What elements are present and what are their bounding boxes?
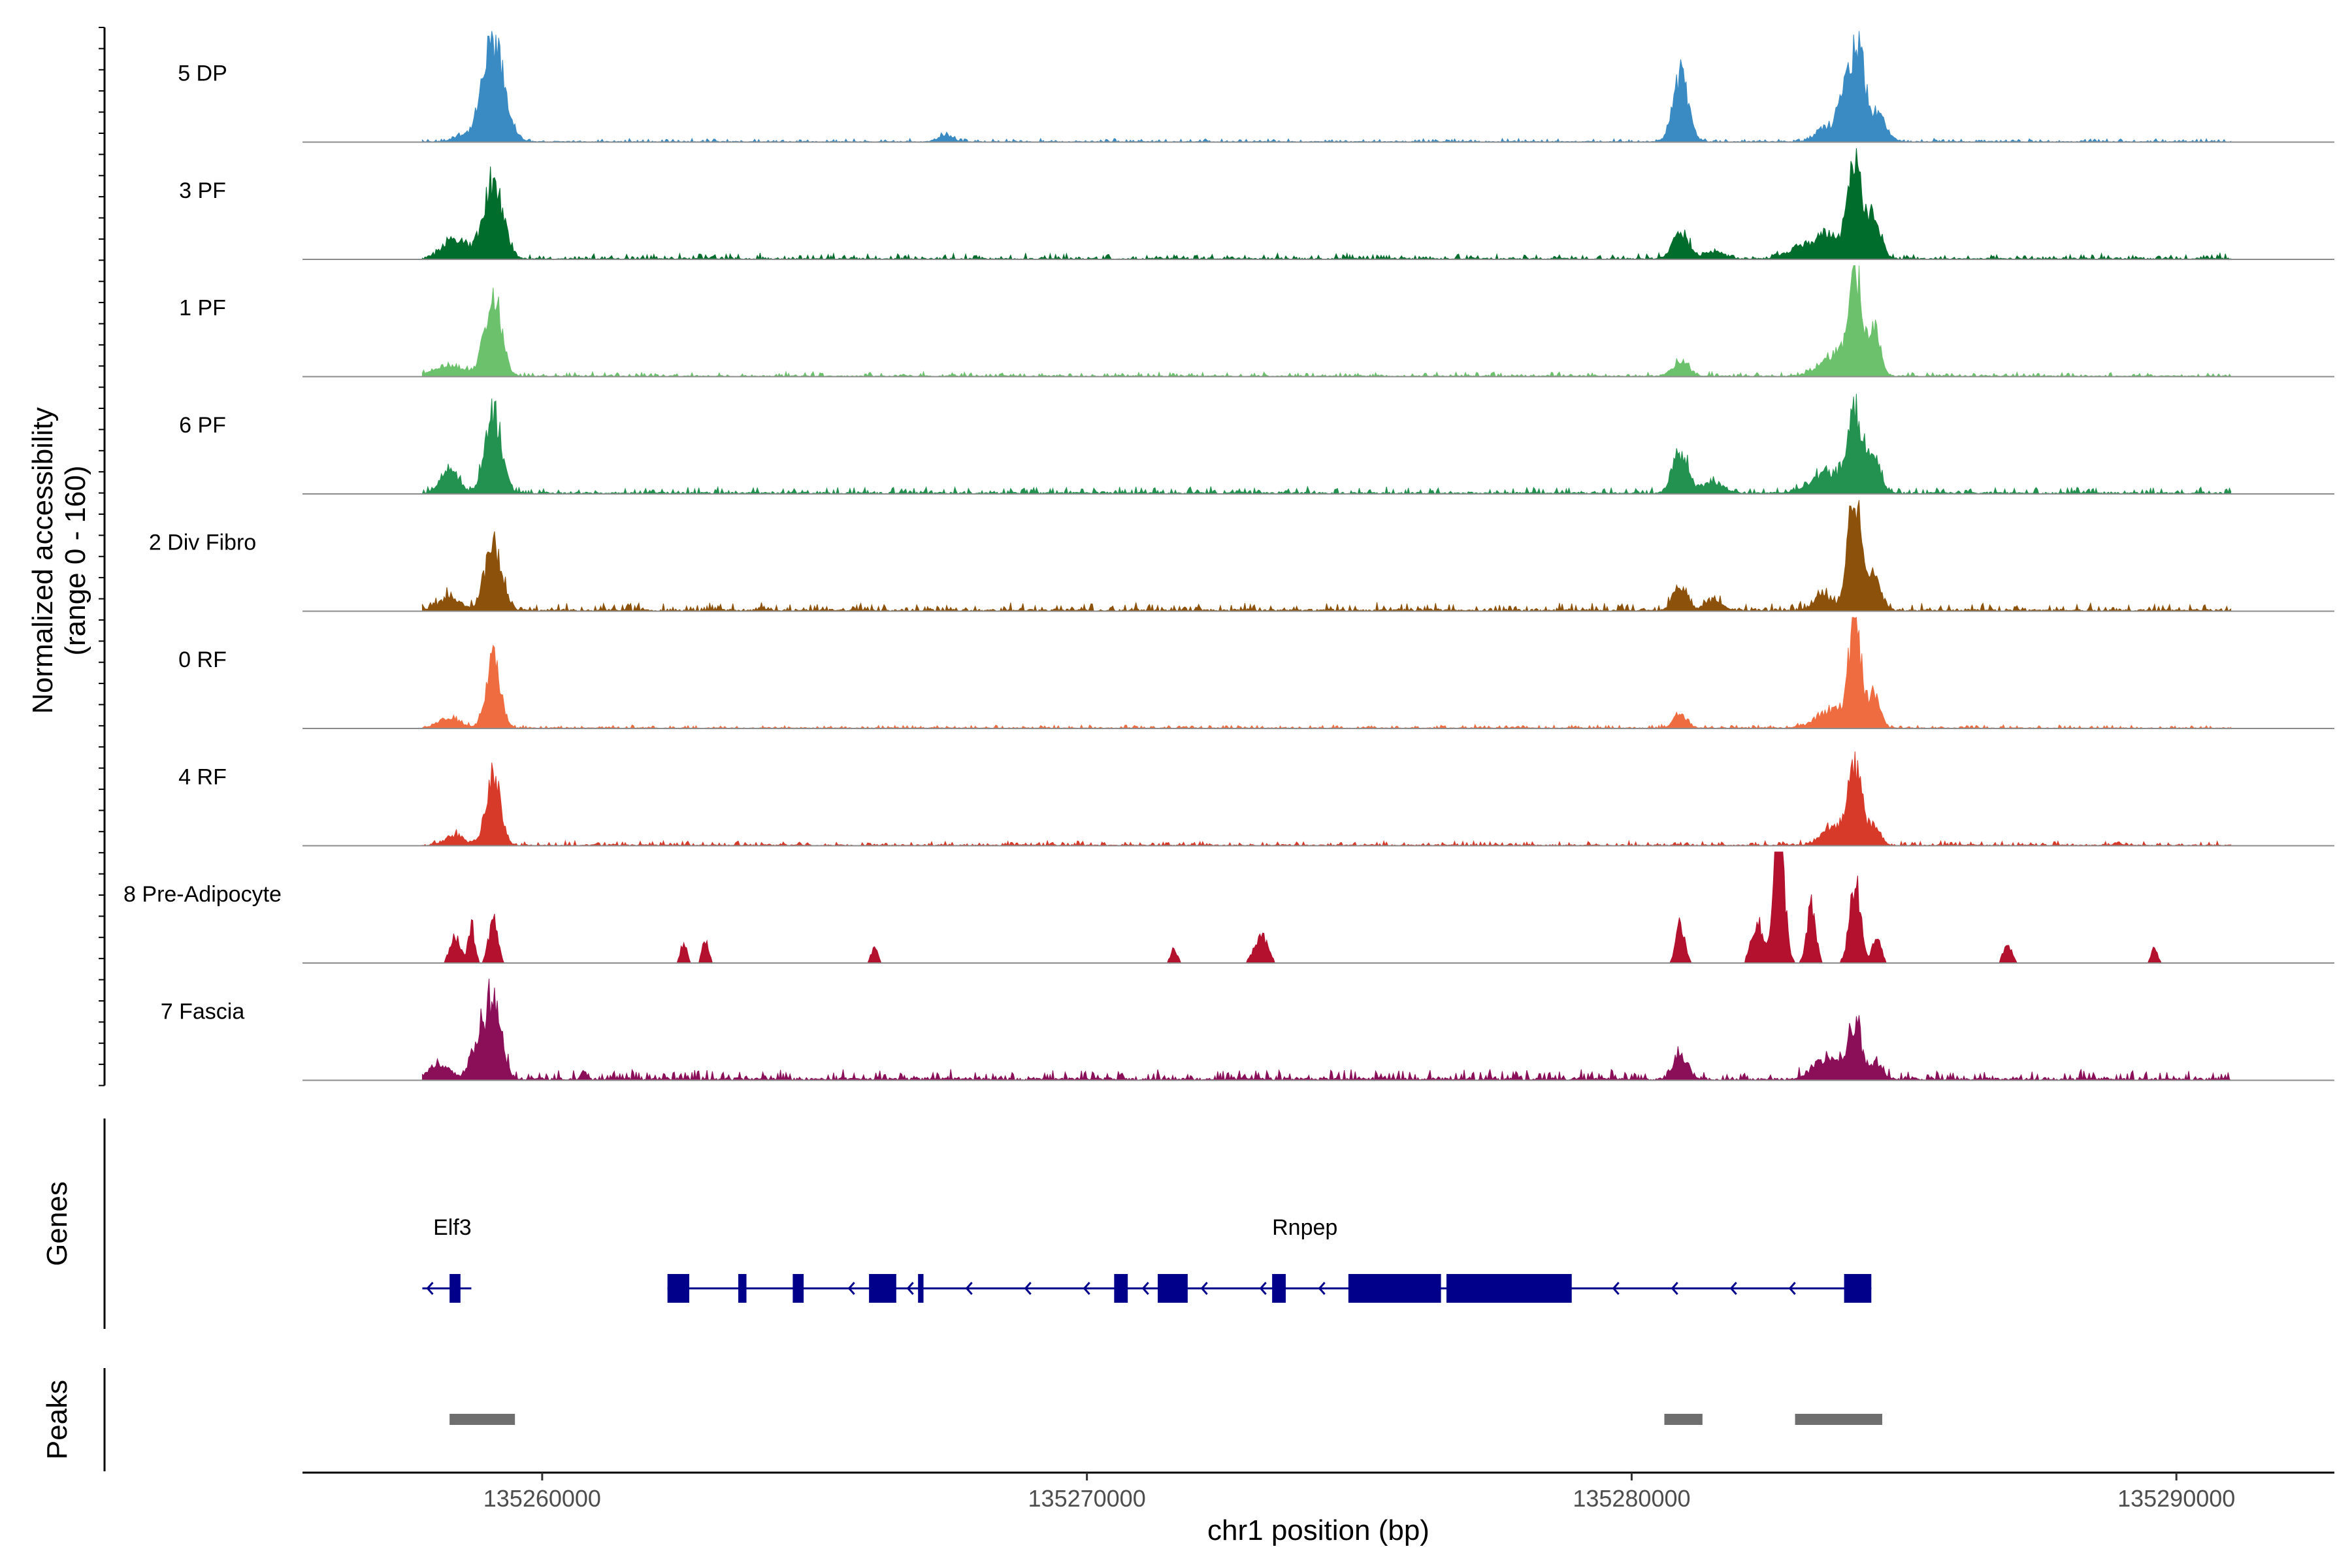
strand-chevron bbox=[1729, 1282, 1737, 1295]
track-label: 7 Fascia bbox=[161, 1000, 245, 1024]
x-tick-label: 135280000 bbox=[1573, 1485, 1690, 1512]
gene-exon bbox=[1158, 1274, 1188, 1303]
x-tick-label: 135270000 bbox=[1028, 1485, 1146, 1512]
coverage-area bbox=[422, 851, 2231, 964]
gene-label: Elf3 bbox=[433, 1215, 472, 1240]
peak-region bbox=[1795, 1414, 1882, 1425]
x-axis: chr1 position (bp) 135260000 135270000 135… bbox=[302, 1471, 2334, 1546]
track-label: 8 Pre-Adipocyte bbox=[123, 882, 282, 907]
strand-chevron bbox=[847, 1282, 855, 1295]
gene-exon bbox=[1844, 1274, 1872, 1303]
strand-chevron bbox=[1083, 1282, 1090, 1295]
strand-chevron bbox=[1612, 1282, 1620, 1295]
peak-region bbox=[449, 1414, 515, 1425]
coverage-area bbox=[421, 500, 2232, 613]
track-label: 4 RF bbox=[178, 765, 227, 790]
coverage-area bbox=[421, 979, 2232, 1082]
strand-chevron bbox=[426, 1282, 434, 1295]
strand-chevron bbox=[1788, 1282, 1796, 1295]
coverage-panel: 5 DP 3 PF 1 PF 6 PF 2 Div Fibro 0 RF 4 RF 8 Pre… bbox=[99, 27, 2334, 1086]
gene-exon bbox=[1446, 1274, 1572, 1303]
x-tick-label: 135290000 bbox=[2117, 1485, 2235, 1512]
gene-exon bbox=[449, 1274, 461, 1303]
y-axis-label: Normalized accessibility (range 0 - 160) bbox=[27, 407, 91, 713]
gene-exon bbox=[918, 1274, 924, 1303]
peak-region bbox=[1664, 1414, 1703, 1425]
coverage-area bbox=[421, 617, 2232, 729]
strand-chevron bbox=[1259, 1282, 1267, 1295]
strand-chevron bbox=[965, 1282, 973, 1295]
peaks-panel: Peaks bbox=[41, 1368, 1882, 1471]
track-label: 0 RF bbox=[178, 647, 227, 672]
coverage-area bbox=[421, 265, 2232, 378]
track-label: 2 Div Fibro bbox=[149, 531, 256, 555]
track-label: 1 PF bbox=[179, 296, 226, 321]
track-label: 6 PF bbox=[179, 413, 226, 438]
coverage-area bbox=[421, 393, 2232, 495]
x-axis-label: chr1 position (bp) bbox=[1207, 1514, 1429, 1546]
coverage-area bbox=[421, 148, 2232, 261]
strand-chevron bbox=[906, 1282, 914, 1295]
strand-chevron bbox=[1141, 1282, 1149, 1295]
gene-exon bbox=[1272, 1274, 1286, 1303]
y-axis-label-line2: (range 0 - 160) bbox=[59, 465, 91, 655]
y-axis-label-line1: Normalized accessibility bbox=[27, 407, 59, 713]
strand-chevron bbox=[1318, 1282, 1326, 1295]
strand-chevron bbox=[1024, 1282, 1032, 1295]
strand-chevron bbox=[1671, 1282, 1678, 1295]
x-tick-label: 135260000 bbox=[483, 1485, 601, 1512]
strand-chevron bbox=[1200, 1282, 1208, 1295]
genes-panel: Genes Elf3 Rnpep bbox=[41, 1119, 1872, 1329]
gene-exon bbox=[1348, 1274, 1441, 1303]
gene-exon bbox=[1114, 1274, 1128, 1303]
coverage-area bbox=[421, 751, 2232, 847]
gene-exon bbox=[738, 1274, 747, 1303]
gene-exon bbox=[869, 1274, 896, 1303]
genes-panel-label: Genes bbox=[41, 1181, 73, 1266]
gene-exon bbox=[792, 1274, 804, 1303]
gene-label: Rnpep bbox=[1272, 1215, 1337, 1240]
track-label: 5 DP bbox=[178, 61, 227, 86]
peaks-panel-label: Peaks bbox=[41, 1380, 73, 1460]
gene-exon bbox=[667, 1274, 689, 1303]
coverage-area bbox=[421, 31, 2232, 143]
track-label: 3 PF bbox=[179, 178, 226, 203]
